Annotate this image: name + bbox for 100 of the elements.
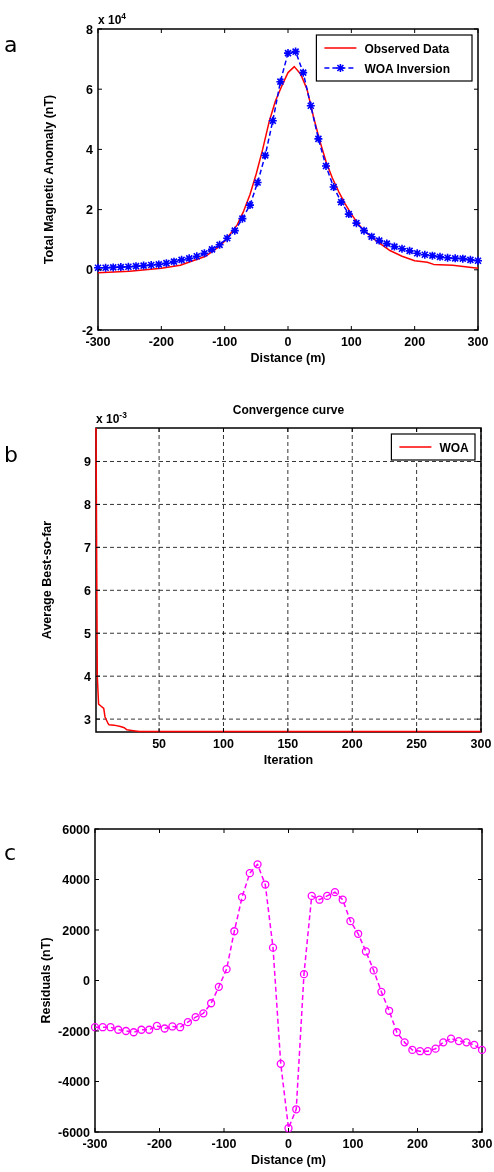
point [427,250,438,261]
point [284,1124,293,1133]
point [152,1021,162,1031]
point [473,255,483,266]
y-tick-label: 4 [86,142,94,157]
point [129,1028,138,1037]
point [230,225,240,236]
point [446,1034,456,1043]
point [323,891,332,901]
point [175,1023,185,1032]
point [245,200,255,210]
point [400,1038,409,1047]
y-axis-title: Average Best-so-far [40,520,54,640]
point [260,150,270,161]
y-tick-label: 2000 [62,923,91,938]
point [330,887,340,897]
y-tick-label: 8 [84,497,92,512]
point [435,252,445,262]
point [344,209,354,219]
point [275,76,286,87]
point [321,161,331,171]
point [346,917,355,926]
point [354,929,363,938]
x-tick-label: -200 [146,1137,173,1151]
point [412,248,422,259]
y-tick-label: 8 [86,22,94,37]
y-tick-label: 4 [84,669,92,684]
y-tick-label: 9 [84,454,92,469]
point [245,869,254,878]
y-tick-label: 3 [84,712,92,727]
point [237,213,248,224]
text: b [4,442,18,467]
x-tick-label: 0 [285,1137,293,1151]
point [442,252,453,263]
point [230,927,239,936]
point [222,233,232,243]
point [137,1025,146,1034]
y-tick-label: 4000 [62,873,91,887]
point [392,1028,402,1037]
point [377,987,386,997]
point [361,947,371,956]
point [268,943,278,952]
point [222,964,231,974]
point [408,1045,417,1055]
text: x 10$^{4}$ [98,11,127,27]
y-tick-label: 2 [86,203,94,218]
point [307,891,316,901]
y-tick-label: -4000 [58,1075,91,1089]
x-axis-title: Iteration [263,753,314,767]
x-tick-label: -100 [211,1137,237,1151]
point [389,241,400,252]
y-axis-title: Residuals (nT) [39,937,53,1024]
point [90,1023,100,1032]
point [106,1023,115,1032]
point [470,1040,479,1050]
point [253,860,262,869]
x-tick-label: -300 [85,335,111,349]
x-axis-title: Distance (m) [250,351,326,365]
legend-label: WOA [439,440,470,455]
point [415,1047,425,1056]
x-tick-label: -100 [212,335,238,349]
y-tick-label: -6000 [58,1125,91,1140]
y-tick-label: 0 [86,263,94,278]
x-tick-label: 250 [406,737,428,751]
point [299,970,309,979]
x-tick-label: 100 [340,335,362,349]
point [206,999,216,1008]
point [420,249,430,260]
x-tick-label: 50 [152,737,167,751]
x-tick-label: 0 [284,335,292,349]
point [328,182,339,192]
y-tick-label: 0 [83,974,91,988]
legend-label: Observed Data [364,41,450,56]
x-tick-label: 100 [342,1137,364,1151]
point [404,246,415,256]
point [168,1022,177,1031]
point [214,982,223,991]
x-tick-label: 300 [471,1137,493,1151]
point [261,880,270,889]
point [183,1018,193,1027]
line-series [95,427,482,733]
y-tick-label: 6 [84,583,92,598]
point [313,134,324,144]
x-tick-label: -200 [148,335,174,349]
point [306,100,316,111]
point [199,1009,208,1018]
point [114,1025,123,1034]
point [431,1044,440,1053]
point [384,1006,394,1015]
x-tick-label: 200 [404,335,426,349]
point [477,1045,487,1055]
point [359,225,369,236]
x-tick-label: -300 [82,1137,108,1151]
point [454,1036,463,1046]
x-tick-label: 150 [277,737,299,751]
point [465,255,476,265]
point [382,238,392,249]
chart-title: Convergence curve [232,403,345,417]
x-tick-label: 200 [341,737,363,751]
x-tick-label: 100 [213,737,234,751]
